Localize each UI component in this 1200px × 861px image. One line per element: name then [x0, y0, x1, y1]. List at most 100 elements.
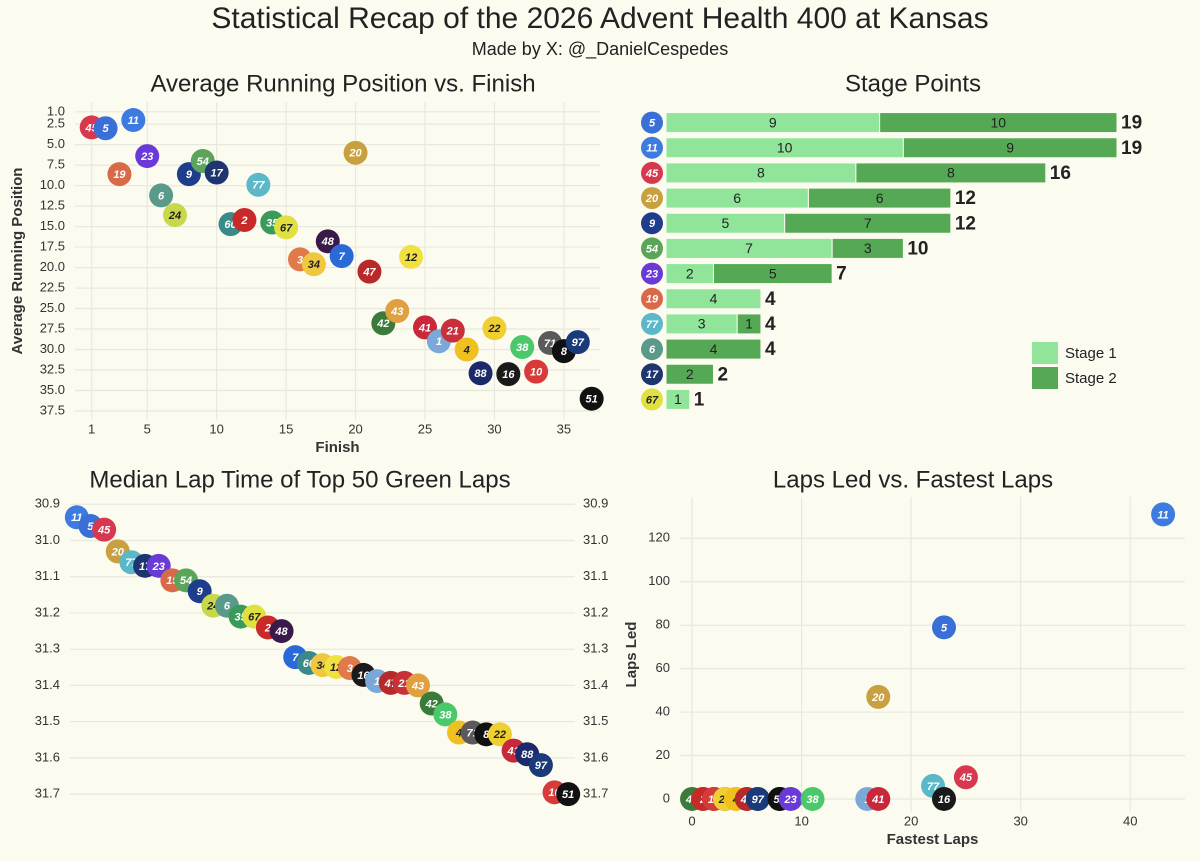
- car-number: 11: [71, 512, 82, 524]
- car-number: 20: [645, 193, 659, 205]
- bar-segment: [736, 313, 762, 335]
- total-label: 7: [836, 264, 847, 285]
- car-marker: [92, 517, 117, 542]
- x-tick-label: 25: [418, 421, 432, 436]
- car-number: 16: [938, 794, 951, 806]
- segment-label: 8: [947, 165, 955, 181]
- y-tick-label-right: 31.2: [583, 604, 608, 619]
- y-tick-label-right: 31.0: [583, 532, 608, 547]
- car-number: 43: [411, 680, 424, 692]
- segment-label: 6: [876, 190, 884, 206]
- car-number: 17: [646, 369, 659, 381]
- car-marker: [641, 287, 663, 310]
- car-marker: [1151, 502, 1176, 527]
- car-number: 9: [197, 586, 204, 598]
- car-marker: [440, 318, 465, 343]
- y-tick-label: 30.0: [40, 341, 65, 356]
- car-marker: [510, 335, 535, 360]
- car-marker: [745, 786, 770, 811]
- y-tick-label: 31.6: [35, 749, 60, 764]
- y-tick-label: 120: [648, 530, 670, 545]
- segment-label: 7: [745, 240, 753, 256]
- car-number: 20: [111, 546, 125, 558]
- y-tick-label: 31.7: [35, 786, 60, 801]
- car-marker: [301, 252, 326, 277]
- bar-segment: [665, 363, 714, 385]
- car-number: 12: [405, 252, 417, 264]
- car-number: 19: [113, 169, 126, 181]
- car-marker: [406, 673, 431, 698]
- y-tick-label: 40: [656, 704, 670, 719]
- y-tick-label: 30.9: [35, 496, 60, 511]
- y-tick-label: 31.1: [35, 568, 60, 583]
- car-marker: [246, 172, 271, 197]
- car-number: 38: [439, 709, 452, 721]
- car-marker: [641, 388, 663, 411]
- car-marker: [866, 786, 891, 811]
- car-number: 97: [572, 337, 585, 349]
- car-number: 10: [530, 367, 543, 379]
- car-number: 54: [646, 243, 658, 255]
- car-marker: [641, 312, 663, 335]
- car-marker: [269, 619, 294, 644]
- total-label: 12: [955, 188, 976, 209]
- chart-title: Median Lap Time of Top 50 Green Laps: [89, 466, 510, 493]
- y-tick-label: 10.0: [40, 177, 65, 192]
- chart-title: Stage Points: [845, 70, 981, 97]
- total-label: 4: [765, 339, 776, 360]
- segment-label: 5: [769, 265, 777, 281]
- car-number: 5: [649, 117, 656, 129]
- segment-label: 10: [991, 114, 1007, 130]
- car-number: 5: [941, 622, 948, 634]
- car-marker: [641, 338, 663, 361]
- y-tick-label: 31.0: [35, 532, 60, 547]
- x-tick-label: 15: [279, 421, 293, 436]
- car-marker: [528, 753, 553, 778]
- car-number: 17: [211, 167, 224, 179]
- chart-title: Average Running Position vs. Finish: [150, 70, 535, 97]
- car-marker: [641, 262, 663, 285]
- segment-label: 6: [733, 190, 741, 206]
- y-tick-label: 12.5: [40, 198, 65, 213]
- car-marker: [399, 244, 424, 269]
- car-marker: [800, 786, 825, 811]
- car-number: 42: [425, 698, 438, 710]
- car-marker: [641, 187, 663, 210]
- car-number: 97: [535, 760, 548, 772]
- car-marker: [454, 337, 479, 362]
- car-number: 45: [97, 525, 111, 537]
- y-tick-label-right: 31.1: [583, 568, 608, 583]
- legend-label: Stage 2: [1065, 370, 1117, 387]
- car-number: 77: [252, 180, 265, 192]
- car-marker: [932, 786, 957, 811]
- segment-label: 3: [864, 240, 872, 256]
- y-tick-label: 25.0: [40, 300, 65, 315]
- car-marker: [496, 362, 521, 387]
- car-number: 3: [297, 254, 303, 266]
- car-number: 45: [645, 168, 659, 180]
- car-number: 48: [321, 236, 335, 248]
- car-number: 48: [274, 626, 288, 638]
- segment-label: 1: [674, 391, 682, 407]
- car-marker: [556, 782, 581, 807]
- y-tick-label: 37.5: [40, 402, 65, 417]
- car-number: 8: [483, 729, 490, 741]
- car-number: 5: [87, 521, 94, 533]
- legend-label: Stage 1: [1065, 345, 1117, 362]
- car-number: 20: [871, 692, 885, 704]
- car-number: 8: [561, 346, 568, 358]
- bar-segment: [879, 112, 1118, 134]
- car-number: 2: [240, 215, 247, 227]
- car-number: 51: [586, 394, 598, 406]
- car-number: 4: [463, 344, 470, 356]
- car-number: 1: [436, 336, 442, 348]
- y-tick-label: 2.5: [47, 116, 65, 131]
- y-tick-label-right: 31.5: [583, 713, 608, 728]
- car-number: 34: [308, 259, 320, 271]
- car-marker: [149, 183, 174, 208]
- segment-label: 2: [686, 265, 694, 281]
- car-number: 3: [347, 663, 353, 675]
- y-tick-label-right: 31.3: [583, 641, 608, 656]
- car-number: 1: [374, 676, 380, 688]
